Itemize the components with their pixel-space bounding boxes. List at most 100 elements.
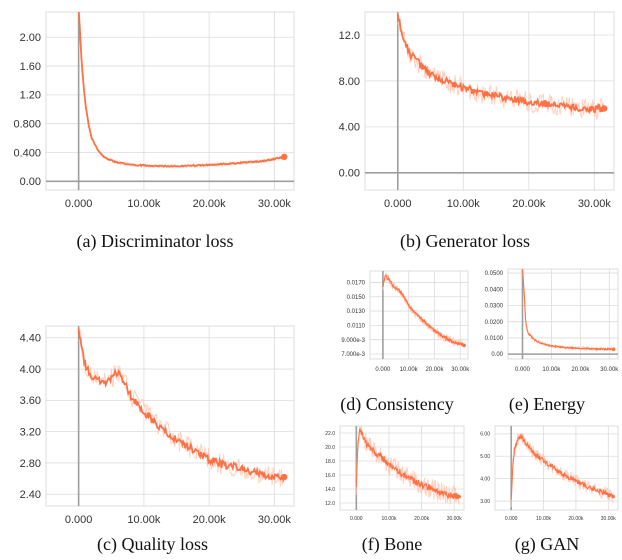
y-tick-label: 2.80	[20, 458, 41, 470]
x-tick-label: 20.00k	[193, 514, 227, 526]
y-tick-label: 3.20	[20, 427, 41, 439]
y-tick-label: 0.0300	[485, 304, 504, 310]
x-tick-label: 30.00k	[258, 514, 292, 526]
y-tick-label: 4.00	[339, 122, 360, 134]
chart-svg-discriminator: 0.00 0.400 0.800 1.20 1.60 2.00 0.000 10.00k 20.…	[13, 11, 295, 210]
y-tick-label: 4.00	[480, 476, 490, 482]
y-tick-label: 4.00	[20, 364, 41, 376]
series-group	[521, 269, 615, 353]
y-tick-label: 0.0170	[347, 281, 366, 287]
x-tick-label: 0.000	[65, 514, 93, 526]
x-tick-label: 0.000	[384, 198, 412, 210]
caption-quality: (c) Quality loss	[97, 534, 208, 554]
series-group	[396, 13, 605, 120]
x-tick-label: 20.00k	[568, 516, 584, 522]
caption-generator: (b) Generator loss	[400, 231, 530, 251]
y-tick-label: 4.40	[20, 333, 41, 345]
y-tick-label: 0.00	[491, 352, 503, 358]
series-group	[510, 432, 614, 508]
chart-svg-consistency: 7.000e-3 9.000e-3 0.0110 0.0130 0.0150 0.0170…	[341, 270, 470, 373]
y-tick-label: 9.000e-3	[341, 338, 365, 344]
x-tick-label: 30.00k	[601, 516, 617, 522]
y-tick-label: 14.0	[325, 487, 335, 493]
series-line	[521, 269, 615, 352]
series-end-point	[457, 494, 461, 499]
y-tick-label: 2.40	[20, 489, 41, 501]
y-tick-label: 0.0500	[485, 271, 504, 277]
series-raw-line	[397, 21, 605, 120]
plot-frame	[45, 11, 295, 191]
y-tick-label: 3.60	[20, 395, 41, 407]
y-tick-label: 0.00	[339, 168, 360, 180]
x-tick-label: 30.00k	[258, 198, 292, 210]
series-end-point	[611, 494, 615, 499]
chart-svg-gan: 3.00 4.00 5.00 6.00 0.000 10.00k 20.00k 30.00k	[480, 425, 619, 522]
x-tick-label: 20.00k	[571, 367, 590, 373]
x-tick-label: 30.00k	[578, 198, 612, 210]
y-tick-label: 12.0	[339, 30, 360, 42]
y-tick-label: 0.00	[20, 176, 41, 188]
series-line	[77, 12, 285, 168]
y-tick-label: 2.00	[20, 32, 41, 44]
y-tick-label: 1.60	[20, 61, 41, 73]
x-tick-label: 20.00k	[193, 198, 227, 210]
series-end-point	[611, 347, 616, 352]
series-group	[77, 12, 285, 170]
y-tick-label: 1.20	[20, 90, 41, 102]
y-tick-label: 0.800	[13, 119, 41, 131]
series-end-point	[281, 153, 288, 161]
x-tick-label: 0.000	[515, 367, 531, 373]
x-tick-label: 20.00k	[414, 516, 430, 522]
plot-frame	[494, 425, 619, 511]
x-tick-label: 10.00k	[536, 516, 552, 522]
y-tick-label: 0.400	[13, 147, 41, 159]
x-tick-label: 30.00k	[600, 367, 619, 373]
y-tick-label: 20.0	[325, 445, 335, 451]
x-tick-label: 0.000	[505, 516, 518, 522]
y-tick-label: 0.0110	[347, 323, 366, 329]
x-tick-label: 0.000	[375, 367, 391, 373]
y-tick-label: 18.0	[325, 459, 335, 465]
x-tick-label: 10.00k	[127, 198, 161, 210]
y-tick-label: 22.0	[325, 431, 335, 437]
y-tick-label: 16.0	[325, 473, 335, 479]
series-line	[355, 427, 460, 501]
chart-panel-gan: 3.00 4.00 5.00 6.00 0.000 10.00k 20.00k 30.00k	[475, 422, 622, 530]
plot-frame	[507, 268, 619, 360]
y-tick-label: 7.000e-3	[341, 352, 365, 358]
chart-panel-bone: 12.0 14.0 16.0 18.0 20.0 22.0 0.000 10.00k 20.00…	[318, 422, 468, 530]
series-end-point	[462, 343, 466, 348]
chart-panel-generator: 0.00 4.00 8.00 12.0 0.000 10.00k 20.00k 30.00k	[310, 0, 620, 215]
x-tick-label: 10.00k	[400, 367, 419, 373]
x-tick-label: 20.00k	[512, 198, 546, 210]
series-end-point	[600, 105, 608, 112]
series-line	[510, 433, 614, 500]
series-line	[382, 274, 465, 347]
series-group	[77, 328, 286, 487]
caption-bone: (f) Bone	[361, 534, 423, 554]
series-line	[77, 328, 286, 484]
caption-gan: (g) GAN	[514, 534, 580, 554]
y-tick-label: 0.0150	[347, 295, 366, 301]
y-tick-label: 0.0200	[485, 320, 504, 326]
y-tick-label: 5.00	[480, 454, 490, 460]
plot-frame	[45, 325, 295, 507]
chart-panel-discriminator: 0.00 0.400 0.800 1.20 1.60 2.00 0.000 10.00k 20.…	[0, 0, 300, 215]
chart-panel-consistency: 7.000e-3 9.000e-3 0.0110 0.0130 0.0150 0.0170…	[322, 263, 472, 388]
series-end-point	[281, 473, 288, 481]
caption-discriminator: (a) Discriminator loss	[76, 231, 234, 251]
y-tick-label: 12.0	[325, 501, 335, 507]
x-tick-label: 30.00k	[447, 516, 463, 522]
caption-consistency: (d) Consistency	[340, 394, 454, 414]
y-tick-label: 3.00	[480, 499, 490, 505]
y-tick-label: 0.0100	[485, 336, 504, 342]
y-tick-label: 8.00	[339, 76, 360, 88]
series-line	[396, 13, 605, 114]
x-tick-label: 10.00k	[542, 367, 561, 373]
y-tick-label: 0.0400	[485, 287, 504, 293]
chart-svg-quality: 2.40 2.80 3.20 3.60 4.00 4.40 0.000 10.00k 20.00…	[20, 325, 295, 526]
x-tick-label: 20.00k	[425, 367, 444, 373]
x-tick-label: 10.00k	[447, 198, 481, 210]
caption-energy: (e) Energy	[508, 394, 586, 414]
series-group	[355, 426, 460, 505]
